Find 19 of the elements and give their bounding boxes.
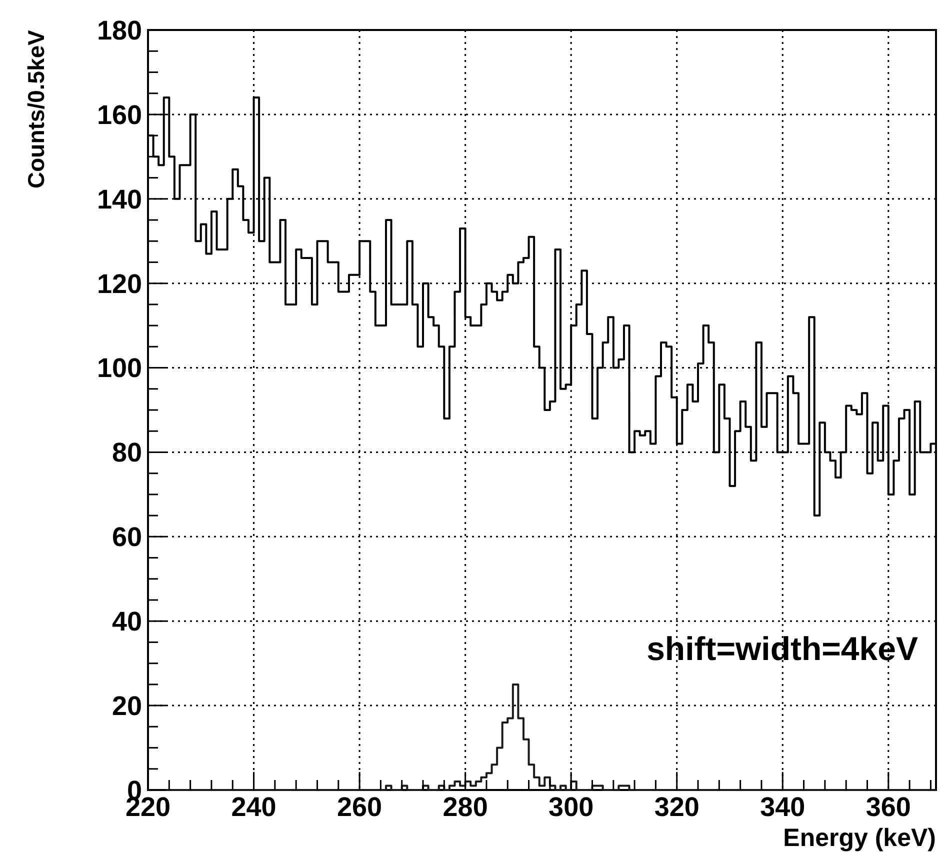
x-tick-label: 260 (337, 792, 382, 822)
y-tick-label: 20 (112, 691, 142, 722)
annotation: shift=width=4keV (646, 630, 918, 667)
y-tick-label: 100 (96, 353, 142, 384)
x-tick-label: 280 (442, 792, 488, 822)
y-tick-label: 120 (96, 268, 142, 299)
y-tick-label: 140 (96, 184, 142, 214)
x-tick-label: 300 (548, 792, 594, 822)
y-tick-label: 180 (96, 15, 142, 46)
y-tick-label: 160 (96, 100, 142, 130)
y-tick-label: 40 (112, 606, 142, 637)
x-tick-label: 340 (760, 792, 806, 822)
x-tick-label: 320 (654, 792, 700, 822)
y-axis-title: Counts/0.5keV (23, 29, 49, 188)
x-axis-title: Energy (keV) (783, 824, 936, 852)
y-tick-label: 80 (112, 438, 142, 468)
x-tick-label: 240 (231, 792, 276, 822)
y-tick-label: 60 (112, 522, 142, 552)
x-tick-label: 360 (866, 792, 911, 822)
